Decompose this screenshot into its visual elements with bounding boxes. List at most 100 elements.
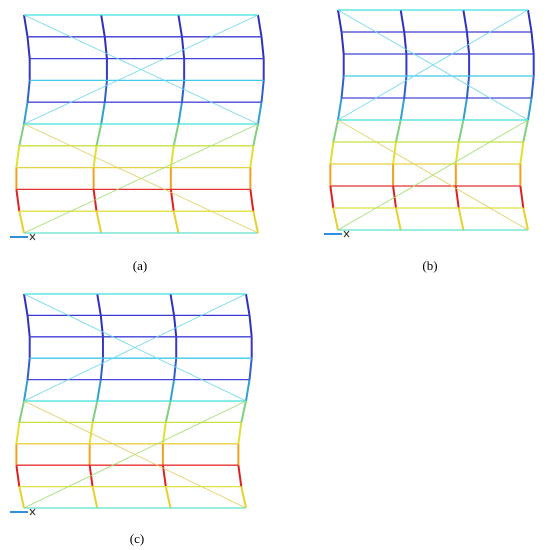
column bbox=[329, 185, 335, 209]
column bbox=[457, 207, 465, 231]
column bbox=[332, 207, 339, 231]
column bbox=[180, 80, 186, 103]
column bbox=[454, 141, 460, 165]
column bbox=[252, 210, 259, 234]
column bbox=[161, 422, 167, 444]
column bbox=[169, 379, 176, 402]
column bbox=[96, 379, 102, 402]
column bbox=[15, 145, 21, 168]
column bbox=[95, 123, 103, 147]
brace bbox=[23, 123, 259, 234]
column bbox=[527, 97, 533, 121]
column bbox=[240, 400, 247, 423]
column bbox=[519, 141, 525, 165]
brace bbox=[23, 400, 247, 509]
column bbox=[527, 9, 533, 33]
column bbox=[248, 315, 253, 337]
column bbox=[249, 189, 255, 212]
axis-glyph bbox=[343, 230, 350, 238]
column bbox=[249, 145, 255, 168]
column bbox=[395, 119, 402, 143]
column bbox=[340, 75, 345, 99]
column bbox=[23, 14, 29, 37]
brace bbox=[337, 9, 529, 121]
column bbox=[15, 465, 21, 487]
column bbox=[103, 36, 108, 59]
column bbox=[519, 185, 525, 209]
column bbox=[169, 293, 176, 316]
column bbox=[164, 486, 172, 509]
column bbox=[100, 14, 106, 37]
column bbox=[530, 31, 535, 55]
column bbox=[18, 210, 25, 234]
column bbox=[26, 80, 31, 103]
column bbox=[245, 379, 251, 402]
column bbox=[245, 293, 251, 316]
column bbox=[91, 400, 99, 423]
column bbox=[173, 358, 178, 380]
column bbox=[177, 102, 183, 125]
column bbox=[257, 102, 263, 125]
column bbox=[95, 210, 103, 234]
column bbox=[403, 75, 408, 99]
column bbox=[462, 9, 468, 33]
column bbox=[248, 358, 253, 380]
column bbox=[399, 97, 406, 121]
column bbox=[99, 358, 104, 380]
column bbox=[100, 102, 106, 125]
column bbox=[26, 358, 31, 380]
column bbox=[340, 31, 345, 55]
column bbox=[257, 14, 263, 37]
column bbox=[454, 185, 460, 209]
column bbox=[164, 400, 172, 423]
column bbox=[240, 486, 247, 509]
column bbox=[329, 141, 335, 165]
brace bbox=[23, 293, 247, 402]
column bbox=[237, 465, 243, 487]
brace bbox=[337, 119, 529, 231]
column bbox=[465, 75, 471, 99]
column bbox=[23, 293, 29, 316]
column bbox=[23, 102, 29, 125]
column bbox=[260, 36, 265, 59]
column bbox=[18, 486, 25, 509]
column bbox=[26, 315, 31, 337]
column bbox=[172, 210, 180, 234]
column bbox=[395, 207, 402, 231]
column bbox=[237, 422, 243, 444]
column bbox=[457, 119, 465, 143]
column bbox=[23, 379, 29, 402]
column bbox=[180, 36, 186, 59]
column bbox=[91, 486, 99, 509]
column bbox=[252, 123, 259, 147]
column bbox=[522, 119, 529, 143]
column bbox=[462, 97, 468, 121]
column bbox=[173, 315, 178, 337]
column bbox=[103, 80, 108, 103]
column bbox=[403, 31, 408, 55]
column bbox=[15, 189, 21, 212]
brace bbox=[23, 14, 259, 125]
column bbox=[337, 97, 343, 121]
column bbox=[177, 14, 183, 37]
column bbox=[530, 75, 535, 99]
panel-label: (b) bbox=[422, 258, 437, 273]
column bbox=[332, 119, 339, 143]
column bbox=[18, 123, 25, 147]
axis-glyph bbox=[29, 508, 36, 516]
column bbox=[15, 422, 21, 444]
column bbox=[96, 293, 102, 316]
column bbox=[522, 207, 529, 231]
column bbox=[172, 123, 180, 147]
column bbox=[465, 31, 471, 55]
column bbox=[399, 9, 406, 33]
panel-label: (c) bbox=[130, 531, 144, 546]
axis-glyph bbox=[29, 233, 36, 241]
column bbox=[18, 400, 25, 423]
column bbox=[260, 80, 265, 103]
column bbox=[337, 9, 343, 33]
column bbox=[161, 465, 167, 487]
column bbox=[99, 315, 104, 337]
panel-label: (a) bbox=[133, 258, 147, 273]
